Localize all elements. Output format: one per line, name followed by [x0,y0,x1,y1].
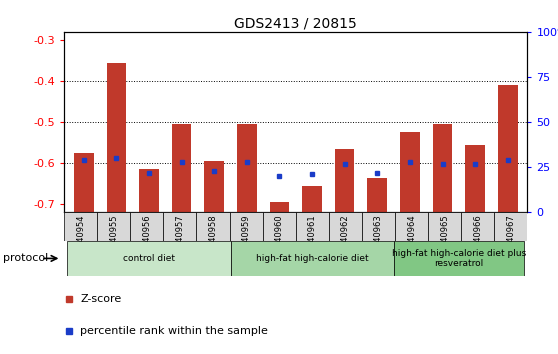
Bar [131,212,163,241]
Bar [163,212,196,241]
Bar [400,132,420,212]
Text: GSM140967: GSM140967 [506,215,515,266]
Text: GSM140962: GSM140962 [341,215,350,265]
Bar [229,212,263,241]
Bar [263,212,296,241]
Bar [172,124,191,212]
Text: GSM140958: GSM140958 [209,215,218,265]
Text: GSM140955: GSM140955 [109,215,118,265]
Bar [393,241,524,276]
Text: GSM140961: GSM140961 [308,215,317,265]
Text: GSM140963: GSM140963 [374,215,383,266]
Bar [68,241,230,276]
Bar [465,145,485,212]
Bar [237,124,257,212]
Bar [362,212,395,241]
Text: control diet: control diet [123,254,175,263]
Text: GSM140957: GSM140957 [175,215,185,265]
Text: GSM140960: GSM140960 [275,215,283,265]
Bar [97,212,131,241]
Bar [64,212,97,241]
Text: GSM140964: GSM140964 [407,215,416,265]
Bar [270,202,289,212]
Bar [428,212,461,241]
Text: GSM140959: GSM140959 [242,215,251,265]
Bar [432,124,453,212]
Bar [498,85,517,212]
Bar [74,153,94,212]
Bar [368,177,387,212]
Text: high-fat high-calorie diet: high-fat high-calorie diet [256,254,368,263]
Text: GSM140956: GSM140956 [142,215,151,265]
Bar [461,212,494,241]
Text: GSM140965: GSM140965 [440,215,449,265]
Bar [329,212,362,241]
Bar [107,63,126,212]
Title: GDS2413 / 20815: GDS2413 / 20815 [234,17,357,31]
Bar [395,212,428,241]
Bar [139,169,159,212]
Text: high-fat high-calorie diet plus
resveratrol: high-fat high-calorie diet plus resverat… [392,249,526,268]
Text: GSM140966: GSM140966 [473,215,482,266]
Bar [196,212,229,241]
Bar [296,212,329,241]
Text: protocol: protocol [3,253,48,263]
Bar [230,241,393,276]
Text: percentile rank within the sample: percentile rank within the sample [80,326,268,336]
Bar [204,161,224,212]
Text: Z-score: Z-score [80,294,122,304]
Text: GSM140954: GSM140954 [76,215,85,265]
Bar [494,212,527,241]
Bar [335,149,354,212]
Bar [302,186,322,212]
